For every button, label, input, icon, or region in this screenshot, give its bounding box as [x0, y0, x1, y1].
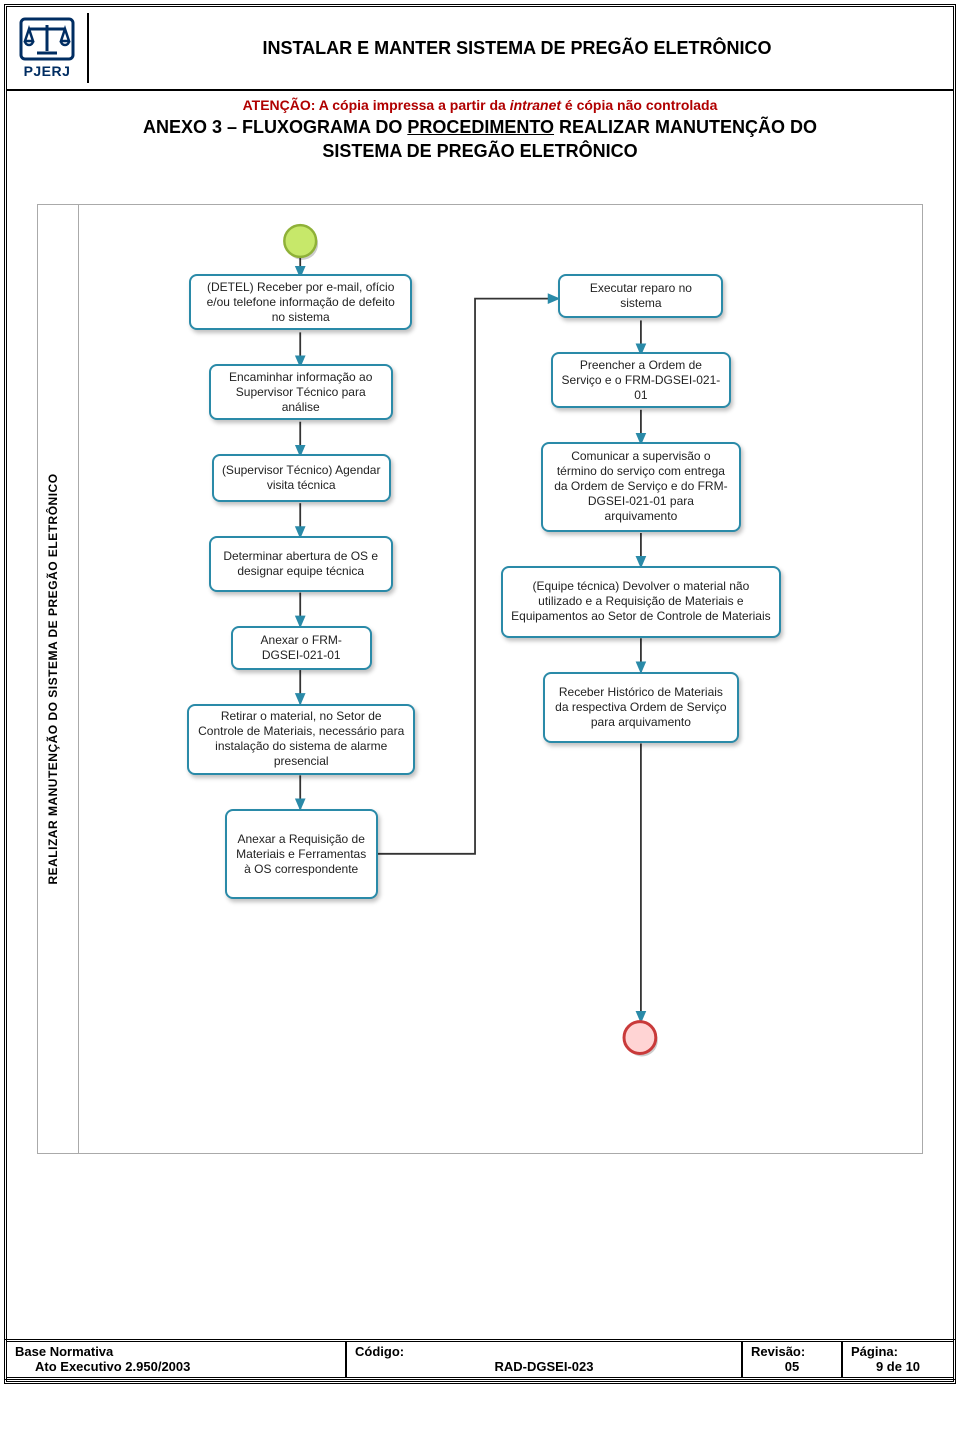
footer-pagina-label: Página:: [851, 1344, 945, 1360]
anexo-line1-prefix: ANEXO 3 – FLUXOGRAMA DO: [143, 117, 407, 137]
page-title: INSTALAR E MANTER SISTEMA DE PREGÃO ELET…: [89, 38, 945, 59]
footer-col-revisao: Revisão: 05: [743, 1342, 843, 1377]
flow-node: Anexar o FRM-DGSEI-021-01: [231, 626, 372, 670]
footer-col-codigo: Código: RAD-DGSEI-023: [347, 1342, 743, 1377]
flow-node: (DETEL) Receber por e-mail, ofício e/ou …: [189, 274, 412, 330]
flow-node: (Supervisor Técnico) Agendar visita técn…: [212, 454, 391, 502]
flowchart-frame: REALIZAR MANUTENÇÃO DO SISTEMA DE PREGÃO…: [37, 204, 923, 1154]
footer-base-label: Base Normativa: [15, 1344, 337, 1360]
footer-revisao-label: Revisão:: [751, 1344, 833, 1360]
flowchart-svg: [38, 205, 922, 1153]
flow-node: Receber Histórico de Materiais da respec…: [543, 672, 740, 744]
flow-node: Executar reparo no sistema: [558, 274, 723, 318]
scales-icon: [19, 17, 75, 61]
footer-col-base: Base Normativa Ato Executivo 2.950/2003: [7, 1342, 347, 1377]
footer-codigo-label: Código:: [355, 1344, 733, 1360]
org-label: PJERJ: [24, 63, 71, 79]
flow-node: (Equipe técnica) Devolver o material não…: [501, 566, 781, 638]
anexo-line2: SISTEMA DE PREGÃO ELETRÔNICO: [322, 141, 637, 161]
footer-table: Base Normativa Ato Executivo 2.950/2003 …: [4, 1339, 956, 1380]
warning-banner: ATENÇÃO: A cópia impressa a partir da in…: [7, 91, 953, 115]
flow-node: Encaminhar informação ao Supervisor Técn…: [209, 364, 393, 420]
flow-node: Anexar a Requisição de Materiais e Ferra…: [225, 809, 378, 899]
page-frame: PJERJ INSTALAR E MANTER SISTEMA DE PREGÃ…: [4, 4, 956, 1384]
footer-col-pagina: Página: 9 de 10: [843, 1342, 953, 1377]
start-event: [284, 225, 316, 257]
flow-node: Determinar abertura de OS e designar equ…: [209, 536, 393, 592]
flow-node: Retirar o material, no Setor de Controle…: [187, 704, 415, 776]
flow-node: Preencher a Ordem de Serviço e o FRM-DGS…: [551, 352, 732, 408]
anexo-line1-underline: PROCEDIMENTO: [407, 117, 554, 137]
anexo-title: ANEXO 3 – FLUXOGRAMA DO PROCEDIMENTO REA…: [7, 115, 953, 164]
anexo-line1-suffix: REALIZAR MANUTENÇÃO DO: [554, 117, 817, 137]
logo-cell: PJERJ: [15, 13, 89, 83]
warning-italic: intranet: [510, 97, 561, 113]
header: PJERJ INSTALAR E MANTER SISTEMA DE PREGÃ…: [7, 7, 953, 91]
footer-base-value: Ato Executivo 2.950/2003: [15, 1359, 337, 1375]
footer-revisao-value: 05: [751, 1359, 833, 1375]
footer-codigo-value: RAD-DGSEI-023: [355, 1359, 733, 1375]
warning-prefix: ATENÇÃO: A cópia impressa a partir da: [243, 97, 510, 113]
warning-suffix: é cópia não controlada: [561, 97, 717, 113]
footer-pagina-value: 9 de 10: [851, 1359, 945, 1375]
end-event: [624, 1021, 656, 1053]
flow-node: Comunicar a supervisão o término do serv…: [541, 442, 742, 532]
